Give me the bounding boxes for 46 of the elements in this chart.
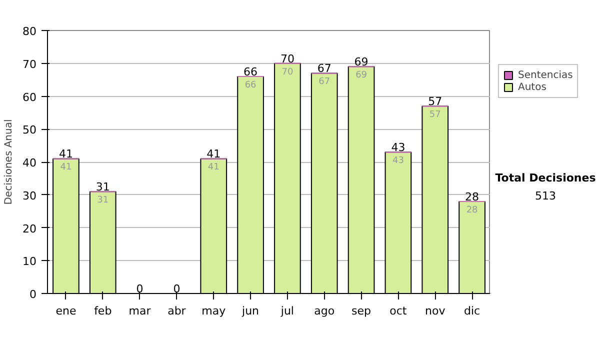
y-tick-label: 70 [22, 58, 37, 71]
y-tick-label: 30 [22, 189, 37, 202]
y-tick-label: 60 [22, 90, 37, 104]
total-label: 28 [465, 190, 480, 204]
y-axis-title: Decisiones Anual [4, 119, 15, 205]
x-tick-label: jun [241, 304, 260, 318]
y-tick-label: 20 [22, 222, 37, 236]
x-tick-label: may [202, 304, 226, 318]
x-tick-label: jul [280, 304, 294, 318]
y-tick-label: 40 [22, 156, 37, 170]
data-label: 67 [318, 77, 330, 88]
legend-label: Sentencias [518, 69, 573, 81]
text: 513 [535, 189, 556, 202]
data-label: 43 [392, 156, 404, 166]
total-label: 57 [428, 95, 442, 108]
total-label: 31 [96, 180, 110, 194]
text: Total Decisiones [495, 171, 596, 184]
x-tick-label: ene [56, 304, 76, 318]
total-label: 41 [206, 148, 221, 161]
y-tick-label: 0 [30, 288, 36, 301]
x-tick-label: nov [425, 304, 446, 318]
x-tick-label: sep [352, 304, 372, 318]
legend-label: Autos [518, 81, 546, 93]
data-label: 28 [466, 205, 478, 216]
data-label: 70 [282, 67, 294, 78]
y-tick-label: 10 [22, 255, 37, 268]
data-label: 31 [97, 196, 109, 206]
y-tick-label: 50 [22, 124, 37, 137]
x-tick-label: oct [390, 304, 408, 318]
data-label: 41 [208, 162, 220, 173]
data-label: 41 [60, 162, 72, 173]
x-tick-label: dic [464, 304, 480, 318]
total-label: 66 [244, 66, 258, 79]
x-tick-label: feb [94, 304, 112, 318]
data-label: 66 [244, 80, 257, 90]
x-tick-label: abr [168, 304, 186, 318]
x-tick-label: mar [128, 304, 152, 318]
total-label: 43 [391, 141, 406, 154]
data-label: 69 [356, 70, 368, 81]
total-label: 69 [354, 56, 368, 69]
total-label: 70 [280, 52, 294, 66]
data-label: 57 [429, 110, 441, 120]
total-label: 67 [317, 62, 332, 76]
y-tick-label: 80 [22, 25, 37, 38]
total-label: 41 [58, 148, 73, 161]
x-tick-label: ago [314, 304, 335, 318]
